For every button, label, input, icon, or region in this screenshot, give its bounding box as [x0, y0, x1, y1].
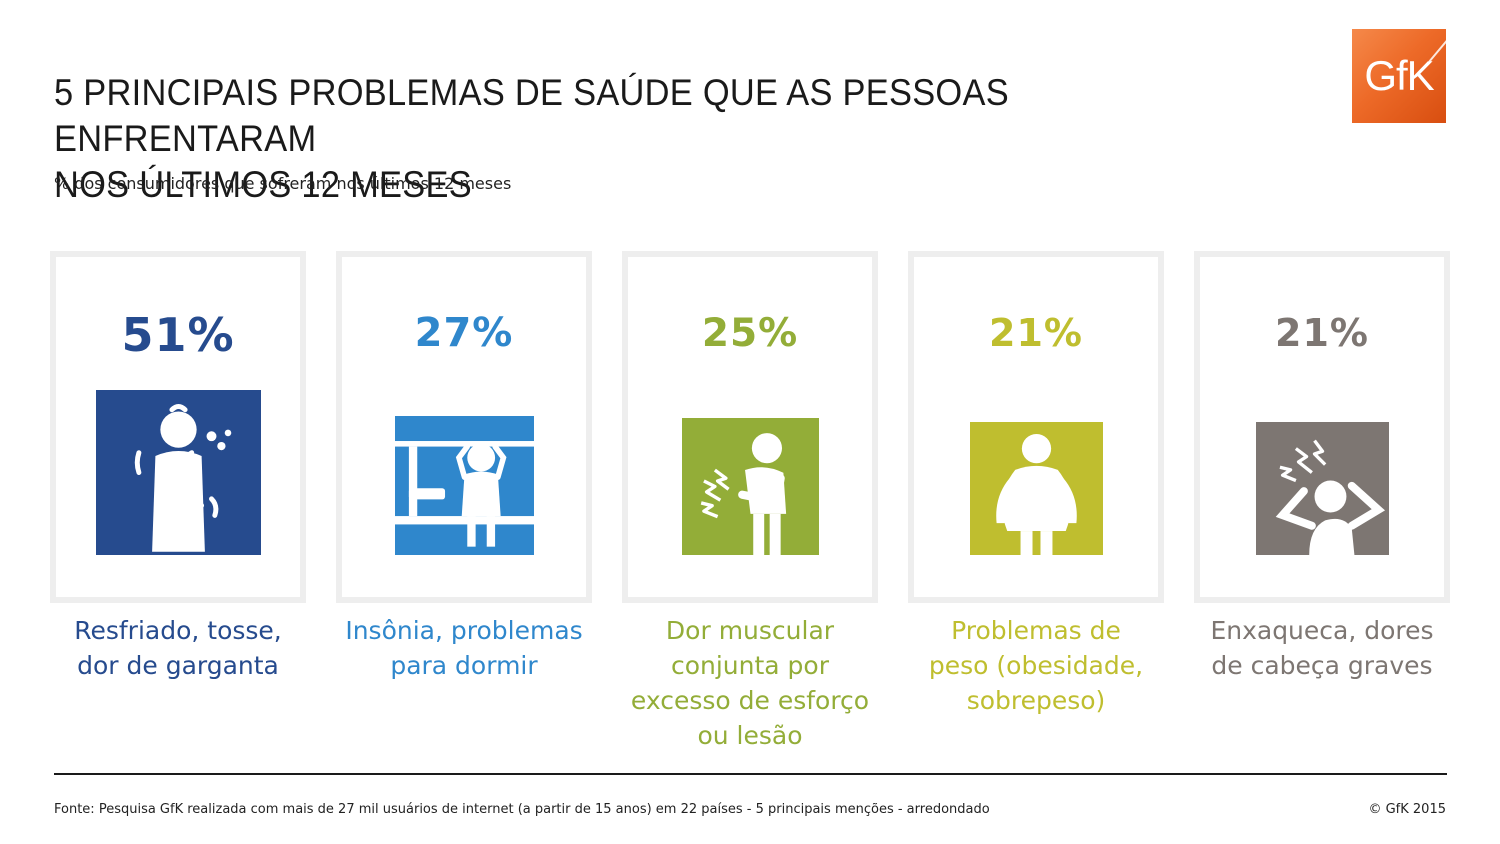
value-label: 27% — [414, 310, 514, 356]
item-label: Insônia, problemas para dormir — [336, 613, 592, 683]
footer-rule — [54, 773, 1447, 775]
title-line-1: 5 PRINCIPAIS PROBLEMAS DE SAÚDE QUE AS P… — [54, 72, 1009, 159]
label-line: conjunta por — [670, 651, 830, 680]
label-line: excesso de esforço — [630, 686, 870, 715]
item-label: Problemas de peso (obesidade, sobrepeso) — [908, 613, 1164, 718]
copyright: © GfK 2015 — [1368, 802, 1446, 817]
item-label: Resfriado, tosse, dor de garganta — [50, 613, 306, 683]
label-line: Problemas de — [951, 616, 1121, 645]
label-line: sobrepeso) — [966, 686, 1106, 715]
label-line: Dor muscular — [665, 616, 835, 645]
source-note: Fonte: Pesquisa GfK realizada com mais d… — [54, 802, 990, 817]
cold-cough-icon — [96, 390, 261, 555]
label-line: Enxaqueca, dores — [1210, 616, 1434, 645]
logo-slash — [1428, 37, 1450, 63]
subtitle: % dos consumidores que sofreram nos últi… — [54, 174, 512, 193]
item-label: Enxaqueca, dores de cabeça graves — [1194, 613, 1450, 683]
item-label: Dor muscular conjunta por excesso de esf… — [622, 613, 878, 753]
label-line: peso (obesidade, — [928, 651, 1144, 680]
label-line: para dormir — [390, 651, 538, 680]
page-title: 5 PRINCIPAIS PROBLEMAS DE SAÚDE QUE AS P… — [54, 70, 1170, 208]
gfk-logo: GfK — [1352, 29, 1450, 123]
value-label: 51% — [121, 308, 235, 362]
label-line: de cabeça graves — [1211, 651, 1433, 680]
label-line: Resfriado, tosse, — [74, 616, 282, 645]
value-label: 25% — [701, 311, 799, 356]
label-line: dor de garganta — [77, 651, 279, 680]
title-line-2: NOS ÚLTIMOS 12 MESES — [54, 164, 472, 205]
chart-cards: 51% — [50, 251, 1450, 781]
weight-problem-icon — [970, 422, 1103, 555]
label-line: ou lesão — [697, 721, 803, 750]
muscle-pain-icon — [682, 418, 819, 555]
value-label: 21% — [989, 311, 1083, 355]
insomnia-icon — [395, 416, 534, 555]
logo-text: GfK — [1364, 52, 1434, 99]
migraine-icon — [1256, 422, 1389, 555]
value-label: 21% — [1275, 311, 1369, 355]
label-line: Insônia, problemas — [345, 616, 583, 645]
